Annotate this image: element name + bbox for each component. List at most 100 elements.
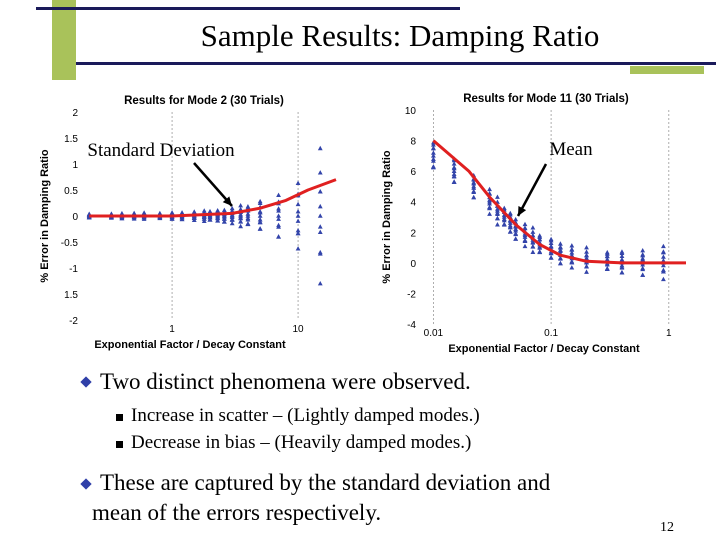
data-point bbox=[487, 204, 492, 210]
x-tick-label: 1 bbox=[169, 324, 175, 335]
data-point bbox=[471, 188, 477, 194]
data-point bbox=[569, 247, 575, 252]
data-point bbox=[584, 244, 589, 250]
bullet-1: Two distinct phenomena were observed. bbox=[100, 369, 471, 394]
data-point bbox=[604, 256, 610, 262]
data-point bbox=[221, 207, 227, 212]
data-point bbox=[522, 243, 528, 249]
accent-bar-right bbox=[630, 66, 704, 74]
data-point bbox=[522, 225, 528, 231]
data-point bbox=[661, 249, 666, 255]
x-axis-label: Exponential Factor / Decay Constant bbox=[448, 343, 640, 355]
data-point bbox=[584, 252, 589, 258]
data-point bbox=[317, 229, 323, 235]
y-tick-label: -1 bbox=[69, 264, 78, 275]
data-point bbox=[640, 248, 646, 253]
annotation-arrow bbox=[516, 163, 548, 217]
annotation-arrow bbox=[193, 162, 233, 207]
y-tick-label: 2 bbox=[410, 228, 416, 239]
data-point bbox=[257, 217, 263, 222]
data-point bbox=[604, 266, 610, 271]
data-point bbox=[431, 153, 436, 158]
annotation-label: Mean bbox=[549, 139, 593, 160]
data-point bbox=[257, 209, 263, 214]
data-point bbox=[569, 259, 575, 264]
data-point bbox=[295, 213, 301, 218]
data-point bbox=[451, 179, 457, 184]
accent-line-bottom bbox=[76, 62, 716, 65]
data-point bbox=[276, 192, 281, 197]
data-point bbox=[558, 241, 563, 246]
data-point bbox=[201, 208, 207, 213]
data-point bbox=[661, 254, 666, 259]
data-point bbox=[584, 249, 589, 254]
sub-bullet-1: Increase in scatter – (Lightly damped mo… bbox=[131, 405, 480, 426]
bullet-diamond-1 bbox=[80, 376, 92, 388]
data-point bbox=[522, 237, 528, 243]
data-point bbox=[569, 252, 575, 258]
data-point bbox=[431, 145, 436, 150]
data-point bbox=[513, 226, 519, 232]
data-point bbox=[245, 211, 251, 216]
data-point bbox=[513, 236, 519, 241]
data-point bbox=[619, 256, 625, 262]
data-point bbox=[501, 221, 507, 227]
data-point bbox=[451, 164, 457, 170]
data-point bbox=[584, 255, 589, 260]
data-point bbox=[537, 234, 543, 239]
data-point bbox=[530, 229, 536, 234]
data-point bbox=[530, 243, 536, 249]
data-point bbox=[191, 209, 197, 214]
data-point bbox=[451, 161, 457, 166]
data-point bbox=[661, 258, 666, 263]
data-point bbox=[507, 222, 513, 228]
data-point bbox=[317, 224, 323, 229]
y-tick-label: -4 bbox=[407, 320, 416, 331]
data-point bbox=[471, 194, 477, 200]
data-point bbox=[584, 269, 589, 274]
data-point bbox=[495, 215, 500, 221]
sub-bullet-marker-1 bbox=[116, 414, 123, 421]
data-point bbox=[640, 255, 646, 261]
y-tick-label: 4 bbox=[410, 198, 416, 209]
data-point bbox=[295, 209, 301, 214]
data-point bbox=[276, 206, 281, 211]
data-point bbox=[530, 225, 536, 230]
data-point bbox=[276, 216, 281, 221]
data-point bbox=[221, 219, 227, 224]
data-point bbox=[238, 219, 244, 224]
data-point bbox=[201, 218, 207, 223]
data-point bbox=[295, 246, 301, 251]
data-point bbox=[238, 223, 244, 229]
chart-title: Results for Mode 11 (30 Trials) bbox=[463, 93, 629, 105]
data-point bbox=[131, 210, 137, 215]
data-point bbox=[295, 230, 301, 236]
data-point bbox=[238, 203, 244, 208]
data-point bbox=[451, 168, 457, 173]
x-axis-label: Exponential Factor / Decay Constant bbox=[94, 339, 286, 351]
y-tick-label: 8 bbox=[410, 137, 416, 148]
data-point bbox=[431, 142, 436, 147]
chart-title: Results for Mode 2 (30 Trials) bbox=[124, 95, 284, 107]
data-point bbox=[495, 194, 500, 199]
data-point bbox=[295, 201, 301, 207]
y-tick-label: 0 bbox=[410, 259, 416, 270]
data-point bbox=[229, 205, 235, 211]
data-point bbox=[548, 243, 554, 248]
bullet-2: These are captured by the standard devia… bbox=[100, 470, 551, 495]
data-point bbox=[487, 186, 492, 192]
x-tick-label: 10 bbox=[293, 324, 305, 335]
data-point bbox=[471, 179, 477, 185]
data-point bbox=[558, 255, 563, 260]
data-point bbox=[640, 252, 646, 258]
data-point bbox=[522, 221, 528, 227]
accent-line-top bbox=[36, 7, 460, 10]
data-point bbox=[215, 218, 221, 223]
data-point bbox=[495, 206, 500, 211]
data-point bbox=[537, 249, 543, 254]
data-point bbox=[619, 253, 625, 259]
data-point bbox=[295, 180, 301, 186]
bullet-diamond-2 bbox=[80, 478, 92, 490]
data-point bbox=[537, 244, 543, 249]
accent-bar-vertical bbox=[52, 0, 76, 80]
